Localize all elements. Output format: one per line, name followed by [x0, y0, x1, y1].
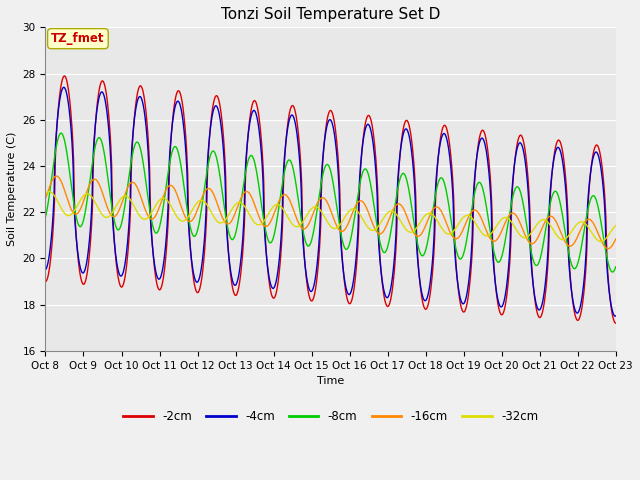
- Title: Tonzi Soil Temperature Set D: Tonzi Soil Temperature Set D: [221, 7, 440, 22]
- X-axis label: Time: Time: [317, 376, 344, 386]
- Legend: -2cm, -4cm, -8cm, -16cm, -32cm: -2cm, -4cm, -8cm, -16cm, -32cm: [118, 405, 543, 428]
- Text: TZ_fmet: TZ_fmet: [51, 32, 105, 45]
- Y-axis label: Soil Temperature (C): Soil Temperature (C): [7, 132, 17, 246]
